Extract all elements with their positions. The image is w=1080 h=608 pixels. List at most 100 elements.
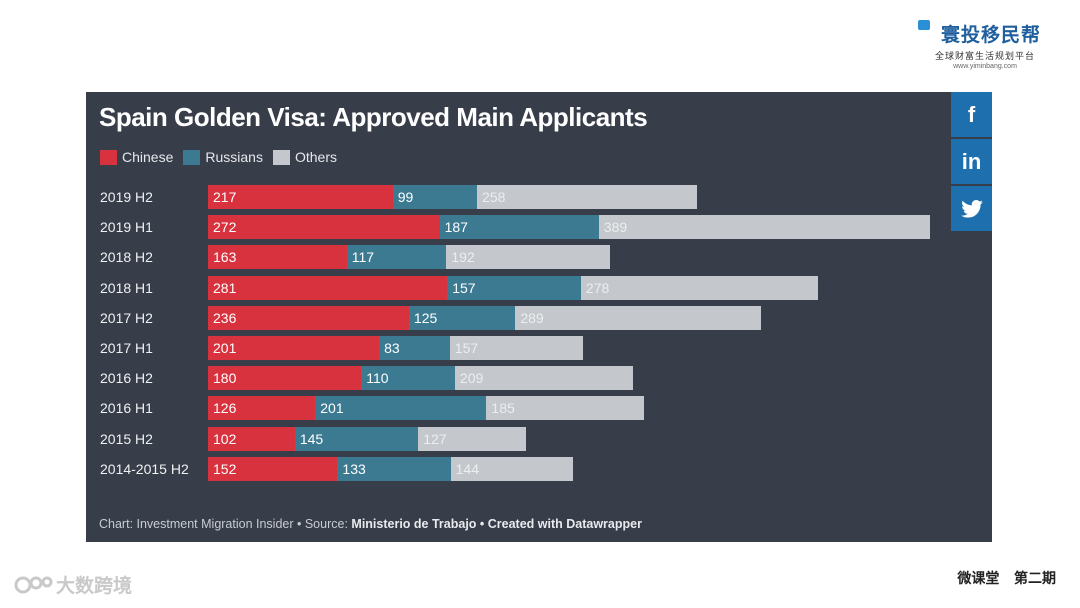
tick-label: 2019 H1 bbox=[100, 219, 153, 236]
source-bold: Ministerio de Trabajo • Created with Dat… bbox=[351, 517, 642, 531]
tick-label: 2015 H2 bbox=[100, 430, 153, 447]
chat-bubble-icon bbox=[918, 20, 930, 30]
bar-segment-russians: 99 bbox=[392, 185, 478, 209]
legend-swatch bbox=[100, 149, 117, 165]
twitter-share-button[interactable] bbox=[951, 186, 992, 231]
data-label: 278 bbox=[585, 279, 610, 296]
chart-legend: Chinese Russians Others bbox=[100, 149, 347, 165]
bar-segment-chinese: 163 bbox=[208, 245, 347, 270]
tick-label: 2017 H1 bbox=[100, 340, 153, 356]
bar-segment-russians: 125 bbox=[408, 305, 516, 330]
tick-label: 2016 H2 bbox=[100, 370, 153, 387]
bar-segment-others: 127 bbox=[418, 426, 527, 451]
linkedin-share-button[interactable]: in bbox=[951, 139, 992, 184]
facebook-share-button[interactable]: f bbox=[951, 92, 992, 137]
bar-segment-chinese: 236 bbox=[208, 305, 409, 330]
bar-segment-others: 157 bbox=[449, 336, 584, 360]
data-label: 157 bbox=[452, 279, 476, 296]
bar-segment-others: 278 bbox=[580, 275, 818, 300]
chart-source: Chart: Investment Migration Insider • So… bbox=[99, 517, 642, 531]
data-label: 185 bbox=[491, 400, 515, 417]
legend-label: Russians bbox=[205, 149, 263, 165]
legend-swatch bbox=[272, 149, 290, 165]
tick-label: 2016 H1 bbox=[100, 400, 153, 417]
tick-label: 2018 H1 bbox=[100, 279, 153, 296]
data-label: 201 bbox=[320, 400, 344, 417]
watermark-logo-icon bbox=[14, 576, 53, 593]
logo-subtitle: 全球财富生活规划平台 bbox=[934, 52, 1035, 62]
data-label: 281 bbox=[213, 279, 237, 296]
data-label: 144 bbox=[455, 460, 479, 477]
bar-segment-chinese: 126 bbox=[208, 396, 316, 421]
footer-caption: 微课堂 第二期 bbox=[957, 571, 1056, 587]
data-label: 110 bbox=[366, 370, 389, 387]
chart-panel: Spain Golden Visa: Approved Main Applica… bbox=[86, 92, 992, 542]
bar-segment-russians: 201 bbox=[315, 396, 487, 421]
bar-segment-chinese: 272 bbox=[208, 215, 440, 240]
bar-segment-russians: 133 bbox=[337, 456, 451, 481]
legend-item-russians: Russians bbox=[183, 149, 263, 165]
legend-item-others: Others bbox=[272, 149, 337, 165]
bar-segment-russians: 187 bbox=[439, 215, 599, 240]
tick-label: 2018 H2 bbox=[100, 249, 153, 266]
legend-swatch bbox=[183, 149, 201, 165]
tick-label: 2017 H2 bbox=[100, 309, 153, 326]
data-label: 209 bbox=[459, 370, 484, 387]
bar-segment-others: 144 bbox=[450, 456, 574, 481]
bar-segment-others: 289 bbox=[515, 305, 762, 330]
legend-label: Chinese bbox=[122, 149, 174, 165]
source-prefix: Chart: Investment Migration Insider • So… bbox=[99, 517, 352, 531]
data-label: 83 bbox=[384, 340, 400, 356]
data-label: 180 bbox=[213, 370, 237, 387]
bar-segment-chinese: 180 bbox=[208, 366, 362, 391]
brand-logo: 寰投移民帮 全球财富生活规划平台 www.yiminbang.com bbox=[918, 20, 1050, 70]
tick-label: 2014-2015 H2 bbox=[100, 460, 189, 477]
watermark: 大数跨境 bbox=[14, 571, 132, 598]
watermark-text: 大数跨境 bbox=[56, 575, 133, 597]
data-label: 99 bbox=[397, 189, 414, 205]
data-label: 117 bbox=[351, 249, 375, 266]
linkedin-icon: in bbox=[961, 148, 982, 174]
data-label: 133 bbox=[342, 460, 366, 477]
bar-segment-russians: 145 bbox=[294, 426, 419, 451]
bar-segment-russians: 110 bbox=[361, 366, 455, 391]
logo-url: www.yiminbang.com bbox=[953, 63, 1017, 70]
bar-segment-chinese: 201 bbox=[208, 336, 380, 360]
data-label: 145 bbox=[299, 430, 324, 447]
bar-segment-others: 209 bbox=[454, 366, 633, 391]
bar-segment-chinese: 217 bbox=[208, 185, 393, 209]
data-label: 187 bbox=[444, 219, 468, 236]
logo-name: 寰投移民帮 bbox=[940, 24, 1041, 46]
data-label: 127 bbox=[423, 430, 447, 447]
data-label: 389 bbox=[603, 219, 628, 236]
bar-segment-russians: 117 bbox=[346, 245, 447, 270]
data-label: 163 bbox=[213, 249, 237, 266]
data-label: 289 bbox=[520, 309, 544, 326]
data-label: 192 bbox=[451, 249, 475, 266]
legend-label: Others bbox=[294, 149, 337, 165]
bar-segment-others: 258 bbox=[477, 185, 697, 209]
data-label: 126 bbox=[213, 400, 237, 417]
bar-segment-chinese: 102 bbox=[208, 426, 295, 451]
social-share-bar: f in bbox=[951, 92, 992, 233]
data-label: 236 bbox=[213, 309, 237, 326]
data-label: 217 bbox=[213, 189, 237, 205]
tick-label: 2019 H2 bbox=[100, 189, 153, 205]
bar-segment-chinese: 281 bbox=[208, 275, 448, 300]
facebook-icon: f bbox=[967, 101, 976, 127]
twitter-icon bbox=[960, 199, 983, 218]
bar-segment-chinese: 152 bbox=[208, 456, 338, 481]
data-label: 152 bbox=[213, 460, 237, 477]
data-label: 102 bbox=[213, 430, 237, 447]
data-label: 258 bbox=[482, 189, 506, 205]
bar-segment-russians: 157 bbox=[447, 275, 581, 300]
data-label: 272 bbox=[213, 219, 237, 236]
data-label: 157 bbox=[454, 340, 479, 356]
chart-title: Spain Golden Visa: Approved Main Applica… bbox=[99, 102, 648, 132]
bar-segment-others: 185 bbox=[486, 396, 644, 421]
legend-item-chinese: Chinese bbox=[100, 149, 173, 165]
bar-segment-russians: 83 bbox=[379, 336, 450, 360]
bar-segment-others: 192 bbox=[446, 245, 610, 270]
bar-segment-others: 389 bbox=[598, 215, 930, 240]
data-label: 125 bbox=[413, 309, 438, 326]
